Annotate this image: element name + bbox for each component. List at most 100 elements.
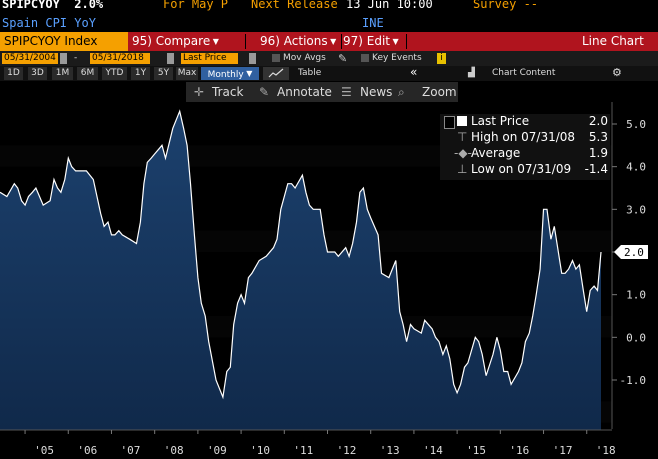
chart-content-button[interactable]: Chart Content (492, 68, 556, 78)
chart-toolbar: ✛ Track ✎ Annotate ☰ News ⌕ Zoom (186, 82, 458, 102)
news-button[interactable]: News (360, 85, 393, 99)
chevron-down-icon[interactable] (249, 53, 256, 64)
x-axis-ticks: '05 '06 '07 '08 '09 '10 '11 '12 '13 '14 '15 '16 '17 '… (24, 430, 616, 457)
news-icon[interactable]: ☰ (341, 85, 352, 99)
header-row: SPIPCYOY 2.0% For May P Next Release 13 … (0, 0, 658, 16)
y-tick-label: -1.0 (620, 374, 647, 387)
subheader-row: Spain CPI YoY INE (0, 16, 658, 32)
y-tick-label: 3.0 (626, 203, 646, 216)
legend-name: Low on 07/31/09 (471, 162, 572, 176)
annotate-button[interactable]: Annotate (277, 85, 332, 99)
period-6m[interactable]: 6M (77, 67, 98, 80)
for-label: For May P (163, 0, 229, 11)
start-date-field[interactable]: 05/31/2004 (2, 53, 58, 64)
search-icon[interactable]: ⌕ (398, 85, 405, 99)
series-area (0, 111, 601, 430)
table-button[interactable]: Table (298, 68, 322, 78)
average-marker-icon: -◆- (454, 146, 472, 160)
calendar-icon[interactable] (167, 53, 174, 64)
x-tick-label: '13 (380, 444, 400, 457)
gear-icon[interactable]: ⚙ (612, 66, 622, 79)
crosshair-icon[interactable]: ✛ (194, 85, 205, 99)
track-button[interactable]: Track (212, 85, 244, 99)
x-tick-label: '07 (121, 444, 141, 457)
pen-icon[interactable]: ✎ (259, 85, 270, 99)
function-bar: SPIPCYOY Index 95) Compare ▼ 96) Actions… (0, 32, 658, 51)
calendar-icon[interactable] (60, 53, 67, 64)
mov-avgs-checkbox[interactable] (272, 54, 280, 62)
period-ytd[interactable]: YTD (102, 67, 127, 80)
collapse-icon[interactable] (444, 116, 455, 129)
last-value-tag (614, 245, 648, 259)
legend-value: -1.4 (584, 162, 608, 176)
x-tick-label: '10 (250, 444, 270, 457)
series-line (0, 109, 602, 400)
chart-content-icon[interactable]: ▟ (468, 68, 475, 78)
low-marker-icon: ⊥ (457, 162, 468, 176)
separator (406, 34, 407, 49)
legend-row-low: ⊥ Low on 07/31/09 -1.4 (440, 162, 610, 177)
series-swatch (457, 116, 467, 126)
x-tick-label: '11 (293, 444, 313, 457)
legend-row-last-price[interactable]: Last Price 2.0 (440, 114, 610, 129)
period-1m[interactable]: 1M (52, 67, 73, 80)
separator (341, 34, 342, 49)
key-events-label: Key Events (372, 53, 422, 63)
x-tick-label: '14 (423, 444, 443, 457)
y-tick-label: 4.0 (626, 161, 646, 174)
collapse-button[interactable]: « (410, 65, 418, 79)
field-select[interactable]: Last Price (181, 53, 238, 64)
chart-legend: Last Price 2.0 ⊤ High on 07/31/08 5.3 -◆… (440, 114, 610, 180)
legend-row-average: -◆- Average 1.9 (440, 146, 610, 161)
period-5y[interactable]: 5Y (154, 67, 173, 80)
security-name: Spain CPI YoY (2, 16, 96, 30)
last-value-label: 2.0 (624, 246, 644, 259)
x-tick-label: '06 (77, 444, 97, 457)
source-label: INE (362, 16, 384, 30)
survey-label: Survey -- (473, 0, 539, 11)
key-events-checkbox[interactable] (361, 54, 369, 62)
period-3d[interactable]: 3D (28, 67, 47, 80)
x-tick-label: '12 (337, 444, 357, 457)
legend-value: 2.0 (588, 114, 608, 128)
compare-button[interactable]: 95) Compare ▼ (132, 34, 219, 48)
x-tick-label: '05 (34, 444, 54, 457)
security-field[interactable]: SPIPCYOY Index (0, 32, 128, 51)
line-chart-glyph (268, 68, 284, 78)
legend-name: Last Price (471, 114, 530, 128)
x-axis-band (0, 430, 658, 459)
x-tick-label: '08 (164, 444, 184, 457)
last-value-marker: 2.0 (614, 245, 648, 259)
date-dash: - (74, 53, 78, 63)
legend-row-high: ⊤ High on 07/31/08 5.3 (440, 130, 610, 145)
x-tick-label: '09 (207, 444, 227, 457)
edit-button[interactable]: 97) Edit ▼ (343, 34, 399, 48)
end-date-field[interactable]: 05/31/2018 (90, 53, 150, 64)
pencil-icon[interactable]: ✎ (338, 52, 348, 65)
y-tick-label: 0.0 (626, 331, 646, 344)
chart-type-label: Line Chart (582, 34, 644, 48)
line-chart-icon[interactable] (263, 67, 289, 80)
period-max[interactable]: Max (176, 67, 198, 80)
period-1y[interactable]: 1Y (131, 67, 150, 80)
frequency-select[interactable]: Monthly ▼ (201, 67, 259, 80)
zoom-button[interactable]: Zoom (422, 85, 457, 99)
next-release-label: Next Release (251, 0, 338, 11)
x-tick-label: '17 (553, 444, 573, 457)
mov-avgs-label: Mov Avgs (283, 53, 326, 63)
period-1d[interactable]: 1D (4, 67, 23, 80)
legend-name: Average (471, 146, 521, 160)
info-icon[interactable]: i (437, 53, 446, 64)
period-bar: 1D 3D 1M 6M YTD 1Y 5Y Max Monthly ▼ Tabl… (0, 65, 658, 81)
x-tick-label: '15 (466, 444, 486, 457)
next-release-date: 13 Jun 10:00 (346, 0, 433, 11)
legend-value: 1.9 (588, 146, 608, 160)
high-marker-icon: ⊤ (457, 130, 468, 144)
ticker: SPIPCYOY 2.0% (2, 0, 104, 11)
actions-button[interactable]: 96) Actions ▼ (260, 34, 337, 48)
legend-name: High on 07/31/08 (471, 130, 576, 144)
legend-value: 5.3 (588, 130, 608, 144)
y-tick-label: 1.0 (626, 289, 646, 302)
y-tick-label: 5.0 (626, 118, 646, 131)
separator (245, 34, 246, 49)
